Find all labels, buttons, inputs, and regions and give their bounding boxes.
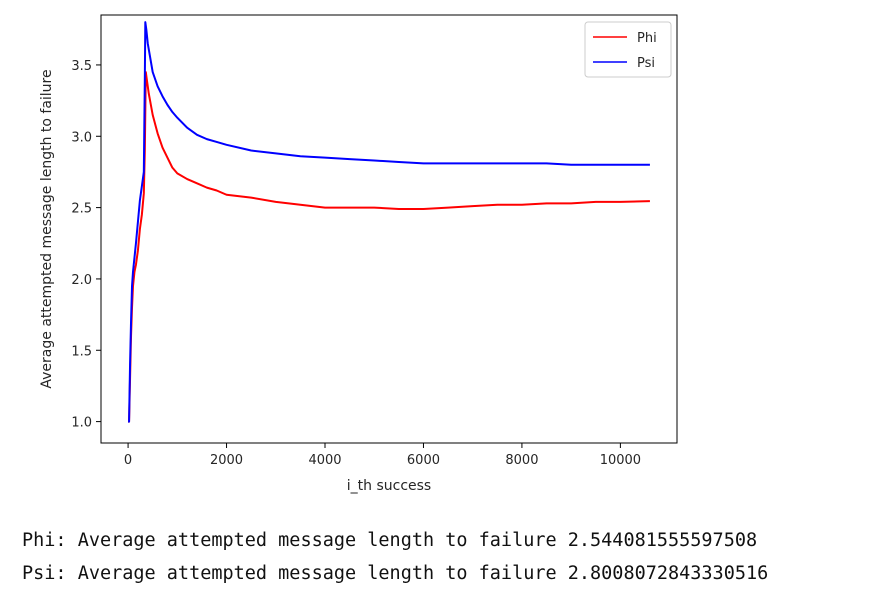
y-tick-label: 1.0 (71, 416, 92, 431)
y-tick-label: 2.0 (71, 273, 92, 288)
series-line-psi (128, 21, 650, 423)
x-axis-label: i_th success (347, 478, 431, 494)
y-axis-label: Average attempted message length to fail… (39, 69, 55, 388)
x-tick-label: 2000 (210, 453, 243, 468)
y-tick-label: 3.0 (71, 130, 92, 145)
output-line-psi: Psi: Average attempted message length to… (22, 563, 769, 584)
plot-frame (100, 14, 678, 444)
x-tick-label: 0 (124, 453, 132, 468)
x-tick-label: 6000 (407, 453, 440, 468)
x-axis-ticks: 0 2000 4000 6000 8000 10000 (124, 443, 641, 468)
legend-label-psi: Psi (637, 56, 655, 71)
x-tick-label: 10000 (600, 453, 641, 468)
x-tick-label: 4000 (308, 453, 341, 468)
y-axis-ticks: 1.0 1.5 2.0 2.5 3.0 3.5 (71, 59, 101, 431)
output-line-phi: Phi: Average attempted message length to… (22, 530, 758, 551)
series-layer (128, 21, 650, 423)
y-tick-label: 1.5 (71, 344, 92, 359)
series-line-phi (128, 71, 650, 423)
line-chart: 0 2000 4000 6000 8000 10000 1.0 1.5 2.0 2.5 3.0 3.… (39, 14, 678, 494)
y-tick-label: 2.5 (71, 202, 92, 217)
legend-box (584, 21, 672, 78)
x-tick-label: 8000 (505, 453, 538, 468)
legend: Phi Psi (584, 21, 672, 78)
legend-label-phi: Phi (637, 31, 657, 46)
y-tick-label: 3.5 (71, 59, 92, 74)
